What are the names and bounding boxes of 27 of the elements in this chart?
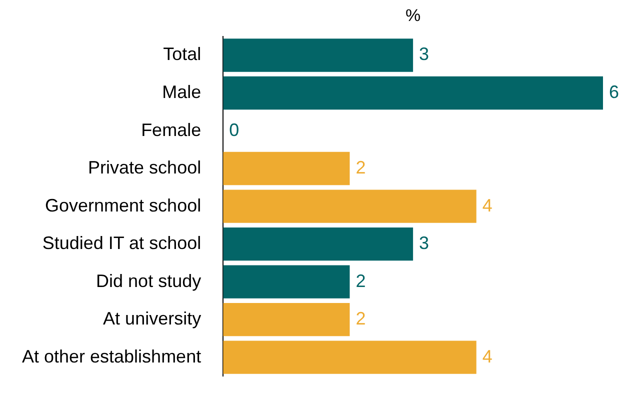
data-label: 2 [356, 270, 366, 291]
y-tick-label: Private school [88, 158, 202, 178]
bar [223, 190, 476, 223]
x-axis-title: % [405, 6, 421, 25]
y-tick-label: Did not study [96, 270, 202, 291]
bar [223, 227, 414, 261]
data-label: 3 [419, 233, 430, 254]
data-label: 6 [609, 82, 620, 102]
bar [223, 340, 476, 374]
bar [223, 265, 350, 298]
y-tick-label: Male [162, 82, 202, 102]
y-tick-label: Female [141, 120, 202, 140]
data-label: 0 [229, 120, 240, 140]
bar [223, 76, 603, 110]
y-tick-label: Government school [45, 195, 202, 216]
data-label: 4 [482, 346, 492, 366]
y-tick-label: Studied IT at school [42, 233, 202, 254]
data-label: 3 [419, 44, 430, 64]
y-tick-label: At university [103, 308, 202, 329]
data-label: 2 [356, 158, 366, 178]
bar [223, 38, 414, 72]
y-tick-label: Total [163, 44, 202, 64]
y-tick-label: At other establishment [22, 346, 202, 366]
bar [223, 302, 350, 336]
data-label: 2 [356, 308, 366, 329]
bar [223, 152, 350, 186]
data-label: 4 [482, 195, 492, 216]
